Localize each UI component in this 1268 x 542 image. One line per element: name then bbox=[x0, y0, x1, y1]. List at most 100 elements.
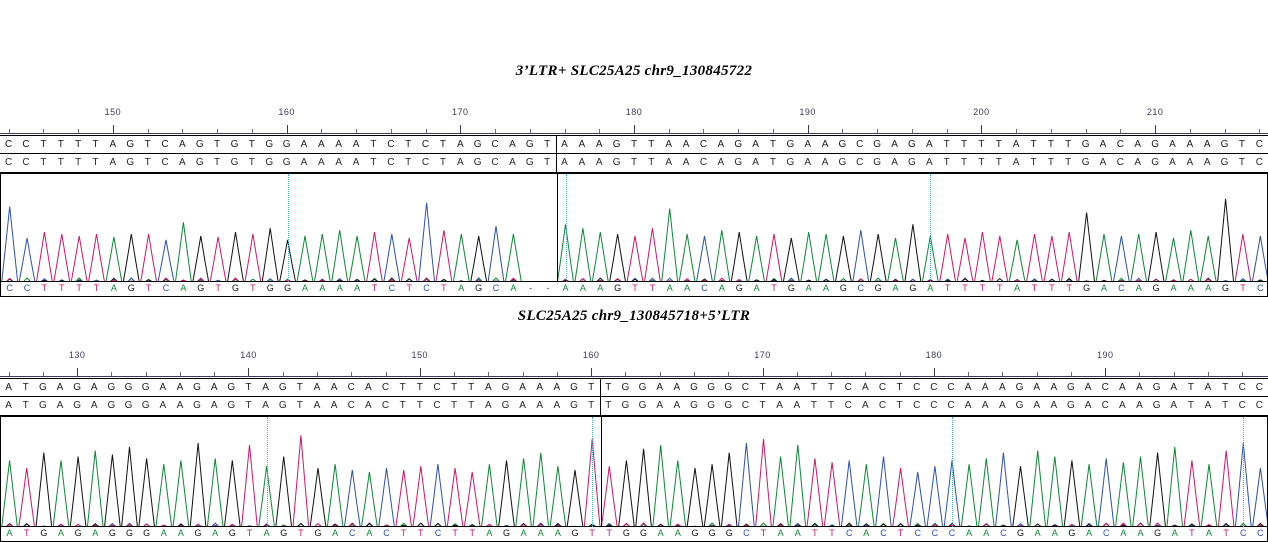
sequence-base: A bbox=[536, 382, 544, 393]
ruler-tick bbox=[703, 129, 705, 134]
sequence-base: A bbox=[5, 382, 12, 393]
sequence-base: G bbox=[638, 400, 647, 411]
sequence-base: G bbox=[1152, 382, 1161, 393]
sequence-base: G bbox=[227, 382, 236, 393]
sequence-base: C bbox=[878, 382, 887, 393]
basecall-base: A bbox=[212, 528, 219, 538]
basecall-base: T bbox=[418, 528, 424, 538]
basecall-base: A bbox=[794, 528, 801, 538]
basecall-base: G bbox=[1068, 528, 1076, 538]
sequence-base: G bbox=[195, 157, 204, 168]
sequence-base: C bbox=[930, 400, 938, 411]
ruler-ticks-top bbox=[0, 125, 1268, 134]
ruler-tick bbox=[419, 368, 421, 377]
sequence-base: A bbox=[335, 157, 343, 168]
basecall-base: A bbox=[1051, 528, 1058, 538]
basecall-base: T bbox=[1049, 283, 1055, 293]
sequence-base: G bbox=[107, 400, 116, 411]
basecall-base: T bbox=[589, 528, 595, 538]
basecall-base: G bbox=[708, 528, 716, 538]
sequence-base: T bbox=[416, 400, 423, 411]
sequence-base: A bbox=[821, 139, 829, 150]
sequence-base: T bbox=[451, 400, 458, 411]
sequence-base: T bbox=[1187, 382, 1194, 393]
ruler-tick bbox=[317, 372, 318, 377]
sequence-base: C bbox=[387, 139, 395, 150]
ruler-label: 130 bbox=[68, 350, 86, 360]
sequence-base: A bbox=[1203, 157, 1211, 168]
ruler-tick bbox=[1242, 372, 1244, 377]
sequence-base: C bbox=[856, 157, 864, 168]
basecall-base: A bbox=[301, 283, 308, 293]
sequence-base: T bbox=[978, 157, 985, 168]
basecall-base: G bbox=[125, 528, 134, 538]
sequence-base: T bbox=[296, 382, 303, 393]
sequence-base: T bbox=[57, 139, 64, 150]
sequence-base: G bbox=[570, 382, 578, 393]
ruler-tick bbox=[8, 129, 10, 134]
ruler-tick bbox=[762, 368, 764, 377]
sequence-base: G bbox=[1067, 400, 1075, 411]
sequence-base: A bbox=[1033, 382, 1041, 393]
sequence-base: A bbox=[352, 139, 360, 150]
sequence-base: A bbox=[365, 400, 372, 411]
basecall-base: T bbox=[649, 283, 656, 293]
sequence-base: T bbox=[245, 400, 252, 411]
basecall-base: G bbox=[1017, 528, 1025, 538]
trace-channel-A bbox=[1, 208, 1267, 284]
basecall-base: A bbox=[892, 283, 899, 293]
sequence-base: T bbox=[370, 157, 377, 168]
basecall-base: T bbox=[812, 528, 818, 538]
ruler-top: 150 160 170 180 190 200 210 bbox=[0, 107, 1268, 135]
junction-separator bbox=[599, 397, 602, 415]
position-marker bbox=[1243, 417, 1245, 527]
ruler-tick bbox=[659, 372, 661, 377]
sequence-base: C bbox=[491, 157, 499, 168]
sequence-base: T bbox=[896, 382, 903, 393]
basecall-base: G bbox=[614, 283, 622, 293]
basecall-base: A bbox=[1100, 283, 1107, 293]
ruler-tick bbox=[796, 372, 798, 377]
basecall-base: T bbox=[452, 528, 458, 538]
ruler-numbers-bottom: 130 140 150 160 170 180 190 bbox=[0, 350, 1268, 364]
sequence-base: T bbox=[630, 139, 638, 150]
sequence-base: A bbox=[804, 157, 812, 168]
basecall-base: G bbox=[622, 528, 630, 538]
basecall-base: G bbox=[640, 528, 648, 538]
ruler-label: 200 bbox=[973, 107, 990, 117]
basecall-base: T bbox=[250, 283, 256, 293]
ruler-tick bbox=[968, 372, 970, 377]
ruler-tick bbox=[981, 125, 983, 134]
sequence-base: A bbox=[456, 157, 464, 168]
sequence-base: A bbox=[1136, 400, 1143, 411]
ruler-tick bbox=[351, 372, 353, 377]
sequence-base: T bbox=[827, 400, 835, 411]
sequence-base: A bbox=[665, 157, 673, 168]
ruler-tick bbox=[42, 372, 44, 377]
ruler-label: 190 bbox=[1096, 350, 1114, 360]
ruler-tick bbox=[1085, 129, 1087, 134]
basecall-base: A bbox=[1170, 283, 1177, 293]
sequence-base: T bbox=[439, 139, 446, 150]
ruler-tick bbox=[738, 129, 740, 134]
basecall-base: A bbox=[520, 528, 527, 538]
sequence-base: A bbox=[578, 139, 586, 150]
sequence-base: T bbox=[248, 139, 255, 150]
sequence-base: C bbox=[347, 382, 355, 393]
sequence-base: C bbox=[161, 139, 169, 150]
sequence-base: T bbox=[92, 157, 99, 168]
junction-separator bbox=[555, 154, 558, 172]
ruler-tick bbox=[1050, 129, 1052, 134]
basecall-base: G bbox=[228, 528, 236, 538]
sequence-base: A bbox=[561, 157, 568, 168]
basecall-base: T bbox=[59, 283, 65, 293]
sequence-base: G bbox=[621, 400, 630, 411]
sequence-base: C bbox=[491, 139, 499, 150]
basecall-base: A bbox=[562, 283, 569, 293]
ruler-tick bbox=[772, 129, 774, 134]
sequence-base: A bbox=[793, 382, 801, 393]
basecall-base: T bbox=[897, 528, 904, 538]
sequence-base: A bbox=[793, 400, 801, 411]
